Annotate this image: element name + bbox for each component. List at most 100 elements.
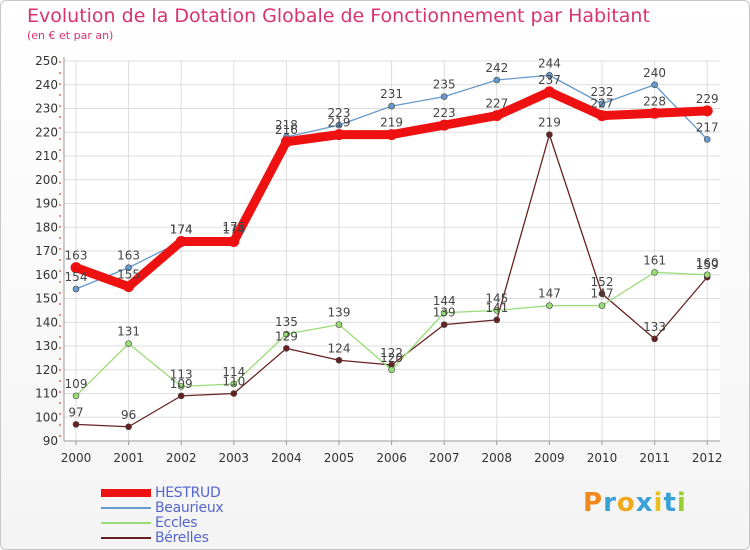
logo-letter: i (653, 488, 664, 518)
data-point-hestrud (175, 236, 187, 247)
data-label-berelles: 139 (433, 306, 456, 320)
data-label-eccles: 160 (696, 256, 719, 270)
data-label-hestrud: 229 (696, 92, 719, 106)
y-tick-label: 250 (35, 54, 58, 68)
data-label-eccles: 145 (485, 291, 508, 305)
x-tick-label: 2001 (113, 451, 144, 465)
data-point-hestrud (280, 136, 292, 148)
data-point-beaurieux (125, 264, 132, 271)
data-label-beaurieux: 242 (485, 61, 508, 75)
data-label-hestrud: 155 (117, 268, 140, 282)
data-point-eccles (335, 321, 343, 328)
legend-swatch (101, 507, 151, 509)
data-label-eccles: 161 (643, 253, 666, 267)
data-label-berelles: 141 (485, 301, 508, 315)
legend-label: Beaurieux (155, 500, 224, 516)
data-point-beaurieux (703, 136, 711, 143)
data-label-berelles: 124 (328, 341, 351, 355)
legend-label: Bérelles (155, 530, 209, 546)
y-tick-label: 130 (35, 339, 58, 353)
data-point-beaurieux (72, 285, 80, 293)
data-label-berelles: 109 (170, 377, 193, 391)
data-label-berelles: 133 (643, 320, 666, 334)
data-label-eccles: 114 (222, 365, 245, 379)
data-label-eccles: 135 (275, 315, 298, 329)
x-tick-label: 2008 (482, 451, 513, 465)
x-tick-label: 2012 (692, 451, 723, 465)
data-point-berelles (177, 392, 185, 400)
data-point-beaurieux (651, 81, 658, 89)
data-point-beaurieux (546, 71, 553, 79)
data-point-beaurieux (598, 100, 606, 108)
data-point-hestrud (438, 119, 450, 131)
data-point-beaurieux (440, 93, 448, 100)
data-point-eccles (177, 383, 185, 390)
x-tick-label: 2011 (639, 451, 670, 465)
y-tick-label: 180 (35, 220, 58, 234)
y-tick-label: 160 (35, 268, 58, 282)
logo-letter: i (676, 488, 687, 518)
data-point-hestrud (649, 107, 661, 119)
data-label-eccles: 120 (380, 351, 403, 365)
data-point-eccles (72, 392, 80, 400)
y-tick-label: 210 (35, 149, 58, 163)
data-label-beaurieux: 217 (696, 120, 719, 134)
logo-letter: r (603, 488, 617, 518)
data-point-beaurieux (388, 102, 395, 110)
data-label-hestrud: 228 (643, 94, 666, 108)
data-label-berelles: 122 (380, 346, 403, 360)
x-tick-label: 2007 (429, 451, 460, 465)
data-label-beaurieux: 175 (222, 220, 245, 234)
data-label-berelles: 110 (222, 375, 245, 389)
legend-swatch (101, 489, 151, 497)
data-point-berelles (72, 421, 80, 428)
legend-swatch (101, 522, 151, 524)
x-tick-label: 2010 (587, 451, 618, 465)
y-tick-label: 220 (35, 125, 58, 139)
data-point-berelles (335, 356, 343, 364)
logo-letter: x (635, 488, 654, 518)
data-label-hestrud: 223 (433, 106, 456, 120)
data-point-berelles (283, 345, 290, 352)
data-point-hestrud (123, 281, 135, 293)
data-label-hestrud: 174 (222, 223, 245, 237)
data-label-beaurieux: 240 (643, 66, 666, 80)
data-label-hestrud: 174 (170, 223, 193, 237)
data-label-eccles: 109 (65, 377, 88, 391)
data-point-eccles (703, 271, 711, 279)
data-point-berelles (230, 390, 238, 397)
proxiti-logo: Proxiti (583, 488, 687, 518)
x-tick-label: 2009 (534, 451, 565, 465)
data-point-eccles (493, 307, 501, 314)
y-tick-label: 150 (35, 292, 58, 306)
data-point-hestrud (70, 262, 82, 274)
x-tick-label: 2005 (324, 451, 355, 465)
data-point-hestrud (228, 236, 240, 247)
data-label-hestrud: 237 (538, 73, 561, 87)
data-label-beaurieux: 174 (170, 223, 193, 237)
data-point-hestrud (701, 105, 713, 117)
y-tick-label: 200 (35, 173, 58, 187)
data-label-berelles: 97 (68, 405, 83, 419)
data-label-eccles: 113 (170, 367, 193, 381)
x-tick-label: 2000 (61, 451, 92, 465)
legend-label: Eccles (155, 515, 198, 531)
data-label-beaurieux: 244 (538, 56, 561, 70)
data-label-hestrud: 216 (275, 123, 298, 137)
x-tick-label: 2006 (376, 451, 407, 465)
data-point-berelles (440, 321, 448, 328)
data-label-beaurieux: 231 (380, 87, 403, 101)
logo-letter: t (663, 488, 677, 518)
data-label-beaurieux: 163 (117, 249, 140, 263)
data-point-hestrud (491, 110, 503, 122)
data-point-eccles (230, 380, 238, 388)
data-label-berelles: 129 (275, 329, 298, 343)
y-tick-label: 90 (43, 434, 58, 448)
data-label-beaurieux: 232 (591, 85, 614, 99)
data-point-berelles (546, 131, 553, 138)
data-label-hestrud: 219 (328, 116, 351, 130)
x-tick-label: 2004 (271, 451, 302, 465)
data-label-beaurieux: 235 (433, 78, 456, 92)
